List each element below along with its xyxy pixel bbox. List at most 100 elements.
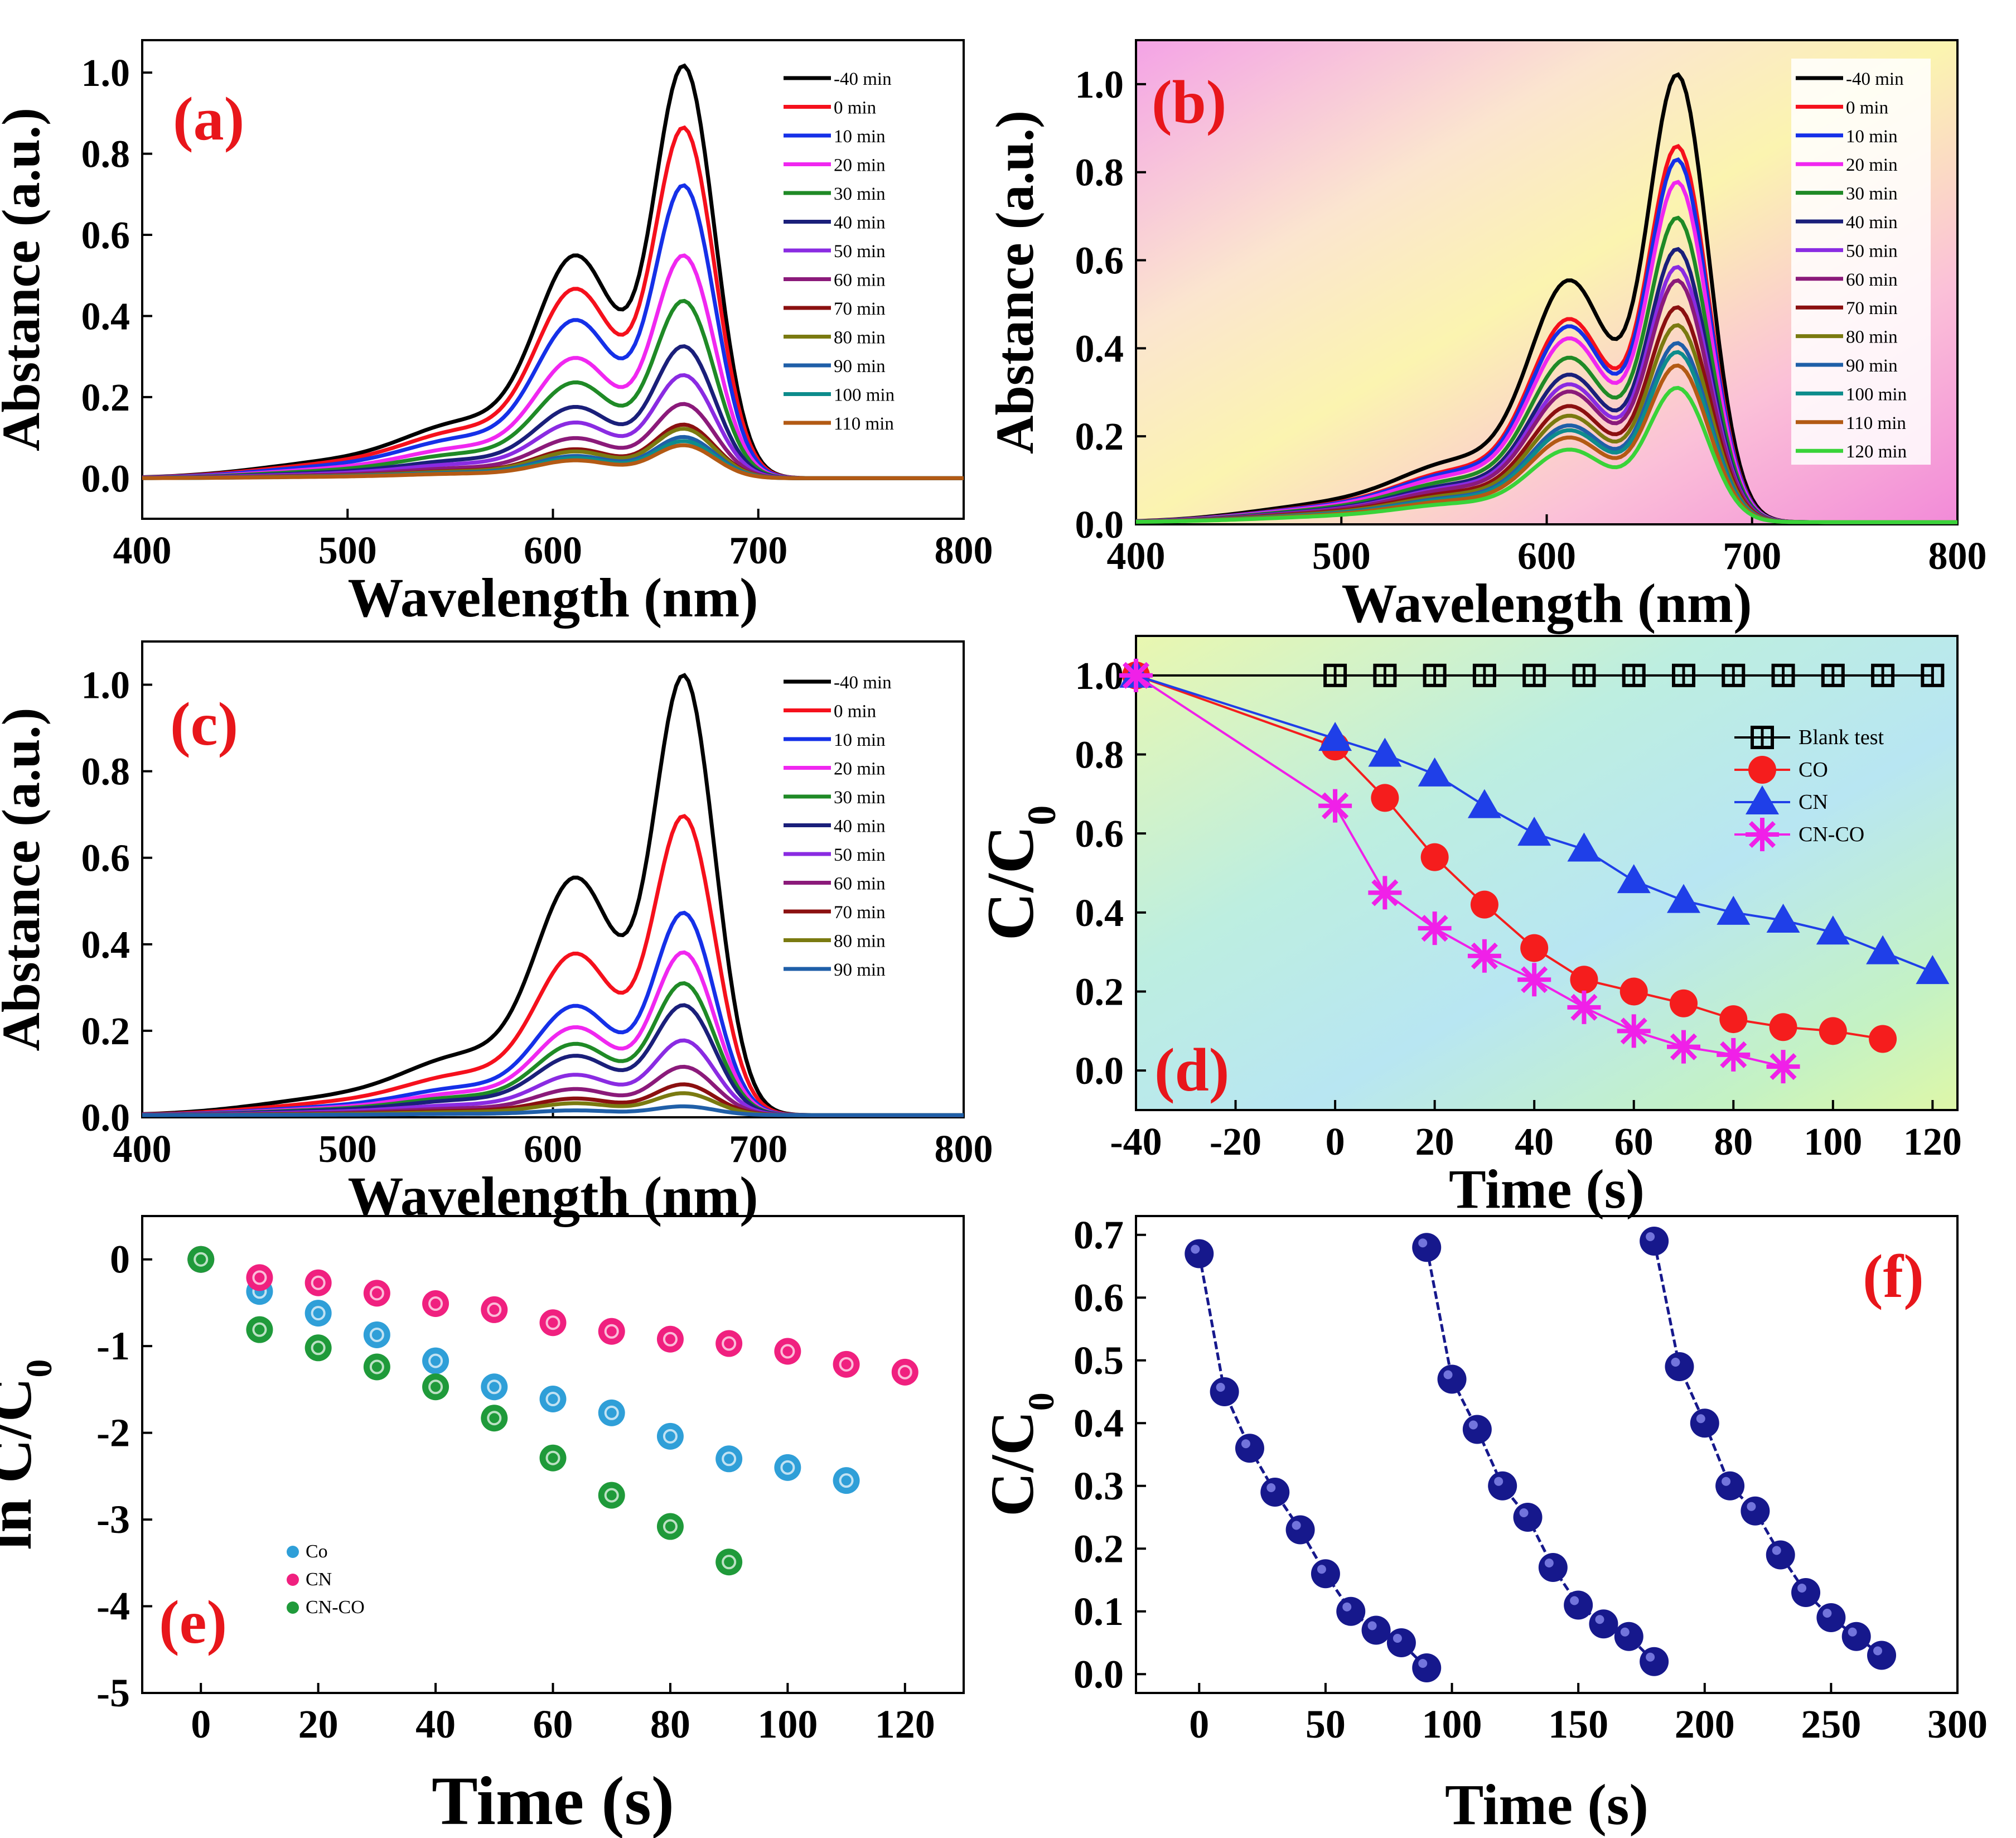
data-point <box>1869 1025 1897 1053</box>
panel-a: 400 500 600 700 800 0.0 0.2 0.4 0.6 0.8 1.0 Wavelen… <box>0 39 993 629</box>
data-point-highlight <box>1671 1358 1680 1367</box>
data-point <box>1318 722 1352 751</box>
data-point <box>1819 1017 1847 1045</box>
data-point-highlight <box>428 1379 443 1395</box>
legend-entry: 90 min <box>834 960 886 980</box>
x-axis-title: Wavelength (nm) <box>347 1165 758 1227</box>
legend-entry: 50 min <box>1846 241 1898 261</box>
legend: Blank test CO CN CN-CO <box>1734 726 1884 851</box>
y-tick-label: 0.8 <box>1075 152 1124 195</box>
data-point <box>1619 977 1648 1006</box>
data-point-highlight <box>1393 1634 1402 1643</box>
legend-entry: CO <box>1799 758 1828 781</box>
x-tick-label: 20 <box>1415 1121 1454 1164</box>
x-tick-label: -20 <box>1210 1121 1261 1164</box>
x-tick-label: 700 <box>729 529 787 572</box>
panel-c: 400 500 600 700 800 0.0 0.2 0.4 0.6 0.8 1.0 Wavelen… <box>0 640 993 1227</box>
x-axis-title: Time (s) <box>1445 1773 1648 1837</box>
data-point-highlight <box>722 1451 737 1466</box>
x-tick-label: 400 <box>1107 535 1166 578</box>
data-point-highlight <box>1468 1420 1478 1430</box>
data-point <box>1371 879 1399 906</box>
data-point <box>1867 1641 1897 1670</box>
data-point <box>1690 1408 1719 1438</box>
data-point-highlight <box>780 1344 795 1359</box>
data-point-highlight <box>487 1302 502 1317</box>
data-point <box>1322 792 1349 819</box>
data-point-highlight <box>604 1488 619 1503</box>
x-tick-label: 600 <box>1517 535 1576 578</box>
x-tick-label: 300 <box>1927 1702 1988 1747</box>
data-point <box>1670 989 1698 1017</box>
panel-label: (f) <box>1863 1242 1924 1310</box>
data-point <box>187 1246 215 1273</box>
x-tick-label: 400 <box>113 529 172 572</box>
y-tick-label: 0.0 <box>81 457 130 500</box>
data-point <box>1122 662 1150 689</box>
series-line <box>1425 1247 1655 1663</box>
x-tick-label: 0 <box>1189 1702 1209 1747</box>
y-axis-title: Abstance (a.u.) <box>0 108 51 451</box>
legend-entry: Co <box>306 1541 328 1562</box>
data-point <box>1570 966 1598 994</box>
panel-label: (e) <box>159 1588 227 1656</box>
data-point-highlight <box>1772 1546 1781 1555</box>
data-point <box>1715 1471 1745 1501</box>
legend-entry: 70 min <box>1846 298 1898 319</box>
data-point <box>1841 1622 1871 1651</box>
legend-entry: 110 min <box>1846 413 1906 433</box>
data-point-highlight <box>1494 1477 1503 1486</box>
x-tick-label: 400 <box>113 1128 172 1171</box>
legend: -40 min 0 min 10 min 20 min 30 min 40 min 50 m… <box>1791 59 1931 465</box>
data-point <box>1614 1622 1643 1651</box>
y-tick-label: 0.0 <box>1075 504 1124 547</box>
tick-labels: 400 500 600 700 800 0.0 0.2 0.4 0.6 0.8 1.0 <box>1075 64 1987 578</box>
y-tick-label: 0.4 <box>1074 1401 1124 1445</box>
data-point <box>1386 1628 1416 1657</box>
data-point <box>1667 884 1700 913</box>
y-tick-label: 0.8 <box>81 133 130 176</box>
data-point <box>304 1269 332 1296</box>
legend-entry: 90 min <box>1846 356 1898 376</box>
data-point-highlight <box>545 1392 560 1407</box>
y-tick-label: 0.0 <box>81 1097 130 1140</box>
y-tick-label: 1.0 <box>1075 64 1124 107</box>
data-point <box>1665 1352 1694 1381</box>
data-point-highlight <box>1266 1483 1276 1492</box>
data-point-highlight <box>1191 1244 1200 1254</box>
legend-entry: 40 min <box>834 213 886 233</box>
data-point <box>1517 817 1551 846</box>
y-tick-label: 0.6 <box>1075 813 1124 856</box>
x-tick-label: 600 <box>524 1128 582 1171</box>
data-point-highlight <box>428 1296 443 1311</box>
panel-d: -40 -20 0 20 40 60 80 100 120 0.0 0.2 0.4 0.6 0.8 1.0 T… <box>973 635 1962 1220</box>
x-tick-label: 800 <box>1928 535 1987 578</box>
data-point <box>715 1445 743 1473</box>
data-point <box>1235 1434 1264 1463</box>
data-point <box>1462 1415 1492 1444</box>
data-point <box>1567 832 1601 862</box>
y-tick-label: 0.8 <box>81 751 130 794</box>
legend-entry: 40 min <box>1846 213 1898 233</box>
legend-entry: -40 min <box>834 69 892 89</box>
panel-label: (d) <box>1154 1036 1229 1104</box>
y-tick-label: 0.8 <box>1075 734 1124 777</box>
y-axis-title: Abstance (a.u.) <box>0 708 51 1051</box>
y-tick-label: 0.0 <box>1074 1652 1124 1696</box>
legend-entry: 20 min <box>834 759 886 779</box>
data-point-highlight <box>428 1353 443 1368</box>
data-point <box>1719 1005 1748 1034</box>
data-point <box>715 1548 743 1576</box>
data-point <box>1520 934 1549 962</box>
x-tick-label: 250 <box>1801 1702 1861 1747</box>
data-point <box>304 1334 332 1362</box>
legend-entry: 10 min <box>834 730 886 750</box>
data-point <box>774 1338 801 1365</box>
tick-labels: 400 500 600 700 800 0.0 0.2 0.4 0.6 0.8 1.0 <box>81 52 993 572</box>
data-point-highlight <box>1544 1559 1554 1567</box>
legend-entry: 30 min <box>834 788 886 808</box>
panel-label: (c) <box>170 690 238 758</box>
y-tick-label: 0.1 <box>1074 1589 1124 1634</box>
legend-entry: 100 min <box>834 385 895 406</box>
legend-entry: 80 min <box>834 932 886 952</box>
